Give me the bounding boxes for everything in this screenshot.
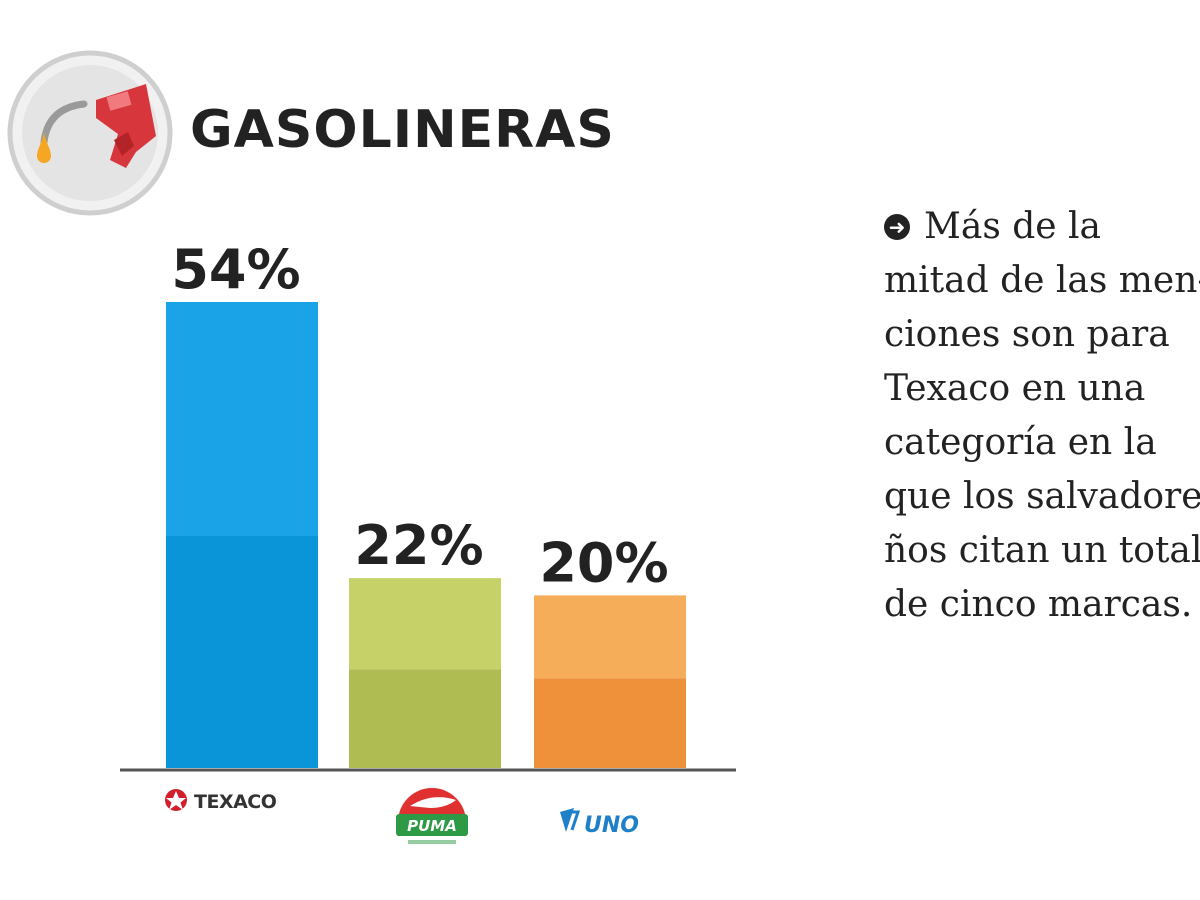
texaco-logo: TEXACO: [165, 789, 277, 813]
side-note: ➜ Más de la mitad de las men- ciones son …: [884, 200, 1200, 632]
side-note-text: Más de la: [924, 206, 1102, 247]
bar-puma: [349, 578, 501, 768]
page-title: GASOLINERAS: [190, 100, 615, 160]
bar-puma-bottom: [349, 669, 501, 768]
side-note-line: ciones son para: [884, 314, 1170, 355]
bar-puma-top: [349, 578, 501, 670]
puma-logo: PUMA: [396, 788, 468, 844]
category-label-puma: PUMA: [407, 817, 457, 835]
uno-logo: UNO: [560, 808, 639, 838]
value-label-puma: 22%: [354, 514, 483, 577]
bar-texaco-top: [166, 302, 318, 536]
bar-texaco-bottom: [166, 536, 318, 768]
side-note-line: mitad de las men-: [884, 260, 1200, 301]
category-label-uno: UNO: [584, 813, 639, 838]
category-label-texaco: TEXACO: [194, 791, 277, 813]
side-note-line: ➜ Más de la: [884, 200, 1200, 254]
value-label-texaco: 54%: [171, 238, 300, 301]
arrow-right-circle-icon: ➜: [884, 214, 910, 240]
side-note-line: ños citan un total: [884, 530, 1200, 571]
fuel-nozzle-icon: [7, 50, 173, 216]
value-label-uno: 20%: [539, 531, 668, 594]
bar-uno-bottom: [534, 678, 686, 768]
side-note-line: que los salvadore-: [884, 476, 1200, 517]
side-note-line: categoría en la: [884, 422, 1157, 463]
side-note-line: Texaco en una: [884, 368, 1146, 409]
bar-texaco: [166, 302, 318, 768]
bar-uno-top: [534, 595, 686, 679]
side-note-line: de cinco marcas.: [884, 584, 1193, 625]
bar-uno: [534, 595, 686, 768]
